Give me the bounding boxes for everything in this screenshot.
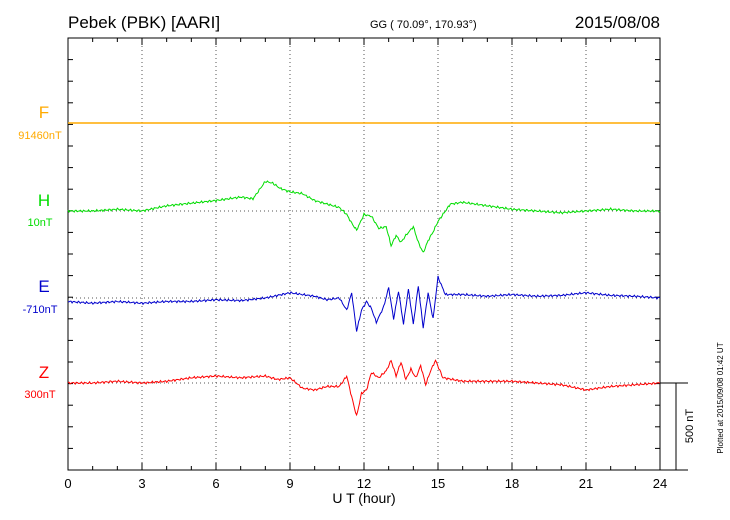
- station-title: Pebek (PBK) [AARI]: [68, 13, 220, 32]
- x-axis-label: U T (hour): [332, 490, 395, 506]
- series-baseline-e: -710nT: [23, 304, 58, 316]
- grid-lines: [68, 38, 660, 470]
- x-tick-label: 24: [653, 476, 667, 491]
- axis-ticks: 0 3 6 9 12 15 18 21 24: [64, 37, 667, 491]
- plotted-timestamp: Plotted at 2015/09/08 01:42 UT: [716, 342, 725, 453]
- x-tick-label: 12: [357, 476, 371, 491]
- x-tick-label: 6: [212, 476, 219, 491]
- x-tick-label: 15: [431, 476, 445, 491]
- series-baseline-z: 300nT: [24, 389, 55, 401]
- x-tick-label: 0: [64, 476, 71, 491]
- trace-lines: [67, 122, 661, 417]
- scale-bar: 500 nT: [660, 382, 696, 471]
- x-tick-label: 18: [505, 476, 519, 491]
- chart-date: 2015/08/08: [575, 13, 660, 32]
- x-tick-label: 9: [286, 476, 293, 491]
- trace-h: [67, 180, 661, 253]
- scale-bar-label: 500 nT: [684, 409, 696, 444]
- trace-z: [67, 359, 661, 417]
- series-label-z: Z: [39, 363, 49, 382]
- x-tick-label: 21: [579, 476, 593, 491]
- x-tick-label: 3: [138, 476, 145, 491]
- station-coordinates: GG ( 70.09°, 170.93°): [370, 19, 477, 31]
- series-label-f: F: [39, 103, 49, 122]
- trace-e: [67, 275, 661, 332]
- series-baseline-h: 10nT: [27, 217, 52, 229]
- series-baseline-f: 91460nT: [18, 130, 62, 142]
- series-label-e: E: [38, 277, 49, 296]
- series-label-h: H: [38, 191, 50, 210]
- series-labels: F 91460nT H 10nT E -710nT Z 300nT: [18, 103, 62, 401]
